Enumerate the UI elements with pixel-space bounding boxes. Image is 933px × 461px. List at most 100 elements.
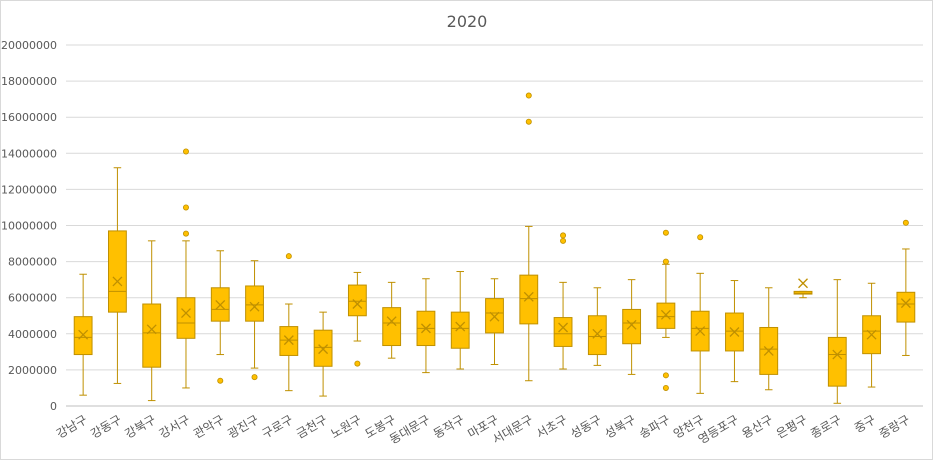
box-1 (73, 273, 93, 396)
mean-marker (455, 321, 466, 332)
outlier-point (182, 148, 189, 155)
box-16 (587, 287, 607, 366)
mean-marker (626, 319, 637, 330)
x-tick-label: 서초구 (534, 412, 570, 441)
gridlines (66, 44, 923, 407)
x-tick-label: 중랑구 (877, 412, 913, 441)
box-3 (142, 240, 162, 402)
outlier-point (251, 374, 258, 381)
x-tick-label: 종로구 (808, 412, 844, 441)
mean-marker (695, 326, 706, 337)
x-tick-label: 강남구 (54, 412, 90, 441)
y-tick-label: 16000000 (1, 111, 57, 124)
box-25 (896, 219, 916, 356)
box-20 (725, 280, 744, 383)
x-tick-label: 구로구 (260, 412, 296, 441)
x-tick-label: 성동구 (568, 412, 604, 441)
box-15 (553, 232, 573, 370)
iqr-box (450, 311, 470, 349)
mean-marker (249, 301, 260, 312)
outlier-point (902, 219, 909, 226)
iqr-box (142, 303, 162, 368)
x-tick-label: 강북구 (123, 412, 159, 441)
box-6 (245, 260, 264, 381)
x-tick-label: 광진구 (225, 412, 261, 441)
iqr-box (176, 297, 196, 339)
box-11 (416, 278, 436, 374)
box-7 (279, 253, 299, 392)
box-23 (827, 279, 847, 404)
mean-marker (489, 311, 500, 322)
box-12 (450, 271, 470, 370)
outlier-point (182, 230, 189, 237)
y-tick-label: 0 (50, 400, 57, 413)
mean-marker (146, 324, 157, 335)
x-tick-label: 성북구 (602, 412, 638, 441)
y-tick-label: 10000000 (1, 220, 57, 233)
iqr-box (108, 230, 127, 313)
outlier-point (525, 118, 532, 125)
y-tick-label: 8000000 (8, 256, 57, 269)
mean-marker (729, 327, 740, 337)
iqr-box (622, 308, 642, 345)
outlier-point (182, 204, 189, 211)
outlier-point (662, 258, 669, 265)
mean-marker (558, 322, 569, 333)
mean-marker (283, 335, 294, 346)
outlier-point (697, 234, 704, 241)
iqr-box (245, 285, 264, 322)
mean-marker (386, 316, 397, 327)
y-tick-label: 12000000 (1, 183, 57, 196)
x-tick-label: 송파구 (637, 412, 673, 441)
mean-marker (592, 328, 603, 339)
outlier-point (662, 384, 669, 391)
box-21 (759, 287, 779, 391)
x-tick-label: 은평구 (774, 412, 810, 441)
iqr-box (587, 315, 607, 356)
outlier-point (285, 253, 292, 260)
box-4 (176, 148, 196, 389)
y-tick-label: 6000000 (8, 292, 57, 305)
mean-marker (660, 309, 671, 320)
x-tick-label: 강동구 (88, 412, 124, 441)
iqr-box (519, 274, 539, 325)
outlier-point (217, 377, 224, 384)
box-18 (656, 229, 676, 391)
mean-marker (215, 299, 226, 310)
iqr-box (347, 284, 367, 317)
chart-title: 2020 (447, 12, 488, 31)
box-9 (347, 271, 367, 367)
outlier-point (560, 232, 567, 239)
mean-marker (181, 308, 191, 319)
outlier-point (525, 92, 532, 99)
outlier-point (662, 229, 669, 236)
x-tick-label: 관악구 (191, 412, 227, 441)
iqr-box (827, 336, 847, 387)
mean-marker (352, 299, 363, 309)
mean-marker (523, 291, 534, 302)
y-tick-label: 2000000 (8, 364, 57, 377)
box-17 (622, 279, 642, 375)
outlier-point (354, 360, 361, 367)
y-axis-tick-labels: 0 2000000 4000000 6000000 8000000 10000000 120… (1, 39, 57, 413)
mean-marker (866, 329, 877, 340)
box-5 (210, 250, 230, 384)
mean-marker (78, 329, 89, 340)
y-tick-label: 14000000 (1, 147, 57, 160)
outlier-point (560, 237, 567, 244)
x-tick-label: 노원구 (328, 412, 364, 441)
mean-marker (832, 349, 843, 360)
y-tick-label: 20000000 (1, 39, 57, 52)
mean-marker (763, 345, 774, 356)
box-24 (862, 282, 881, 388)
iqr-box (896, 291, 916, 323)
box-19 (690, 234, 710, 394)
x-tick-label: 중구 (852, 412, 878, 435)
x-tick-label: 금천구 (293, 412, 329, 442)
box-series (73, 92, 916, 404)
iqr-box (382, 307, 402, 347)
box-2 (108, 167, 127, 384)
y-tick-label: 4000000 (8, 328, 57, 341)
